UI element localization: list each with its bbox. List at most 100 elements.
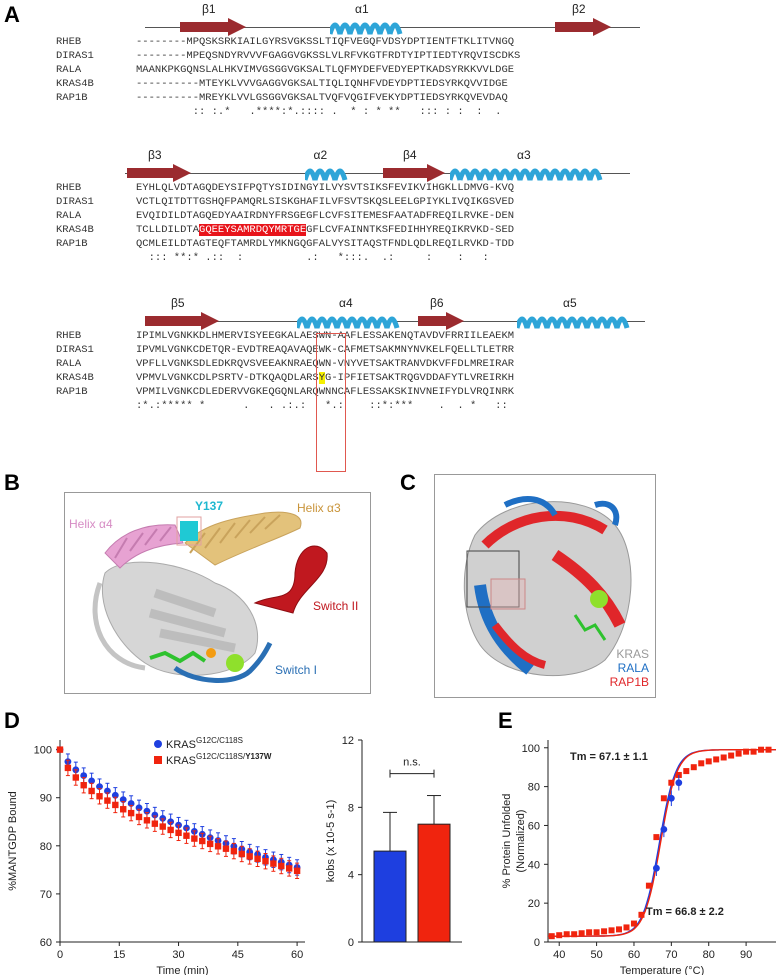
data-point: [285, 865, 293, 872]
data-point: [254, 855, 261, 862]
strand-arrow-icon: [180, 18, 246, 36]
data-point: [667, 794, 675, 802]
significance-label: n.s.: [403, 757, 421, 769]
kobs-bar-chart: 0 4 8 12 kobs (x 10-5 s-1) n.s.: [325, 735, 462, 949]
x-axis-label: Time (min): [156, 965, 208, 975]
protein-name: DIRAS1: [56, 196, 94, 208]
data-point: [660, 795, 667, 802]
data-point: [548, 933, 555, 940]
x-tick-label: 70: [665, 949, 677, 961]
protein-name: RALA: [56, 210, 82, 222]
data-point: [88, 787, 95, 795]
switch2-label: Switch II: [313, 599, 359, 613]
protein-name: DIRAS1: [56, 50, 94, 62]
strand-arrow-icon: [383, 164, 445, 182]
data-point: [199, 837, 206, 845]
ss-label: β4: [403, 148, 417, 162]
data-point: [638, 911, 645, 918]
data-point: [758, 746, 765, 753]
mant-gdp-timecourse-chart: 60 70 80 90 100 0 15 30 45 60 Time (min) %MANTGDP B…: [7, 736, 305, 975]
y-tick-label: 60: [528, 820, 540, 832]
data-point: [750, 748, 757, 755]
ss-label: α2: [313, 148, 328, 162]
data-point: [183, 832, 190, 839]
helix-a4-label: Helix α4: [69, 517, 113, 531]
protein-name: KRAS4B: [56, 78, 94, 90]
y137-label: Y137: [195, 499, 224, 513]
x-tick-label: 15: [113, 949, 125, 961]
x-tick-label: 30: [172, 949, 184, 961]
data-point: [222, 845, 230, 852]
data-point: [88, 777, 96, 785]
y-tick-label: 100: [522, 743, 540, 755]
strand-arrow-icon: [145, 312, 219, 330]
sequence-row: EYHLQLVDTAGQDEYSIFPQTYSIDINGYILVYSVTSIKS…: [136, 182, 515, 194]
ss-label: β6: [430, 296, 444, 310]
y-tick-label: 0: [348, 937, 354, 949]
protein-name: KRAS4B: [56, 372, 94, 384]
y-tick-label: 40: [528, 859, 540, 871]
x-tick-label: 60: [628, 949, 640, 961]
data-point: [191, 835, 198, 842]
ss-label: α4: [339, 296, 353, 310]
tm-annotation-red: Tm = 67.1 ± 1.1: [570, 751, 648, 763]
sequence-row: VPFLLVGNKSDLEDKRQVSVEEAKNRAEQWN-VNYVETSA…: [136, 358, 515, 370]
strand-arrow-icon: [127, 164, 191, 182]
y-tick-label: 60: [40, 937, 52, 949]
x-tick-label: 45: [232, 949, 244, 961]
protein-name: RAP1B: [56, 238, 88, 250]
y-axis-label: % Protein Unfolded: [501, 794, 513, 889]
legend-rala: RALA: [617, 661, 649, 675]
helix-icon: [450, 168, 603, 181]
helix-icon: [305, 168, 348, 181]
data-point: [270, 860, 277, 867]
data-point: [571, 931, 578, 938]
data-point: [578, 930, 585, 937]
tm-annotation-blue: Tm = 66.8 ± 2.2: [646, 906, 724, 918]
data-point: [645, 882, 652, 889]
protein-name: KRAS4B: [56, 224, 94, 236]
y-tick-label: 4: [348, 870, 354, 882]
data-point: [660, 825, 668, 833]
sequence-row: EVQIDILDTAGQEDYAAIRDNYFRSGEGFLCVFSITEMES…: [136, 210, 515, 222]
y137-column-box: [315, 333, 346, 472]
protein-name: RHEB: [56, 182, 82, 194]
panel-label-a: A: [4, 2, 20, 27]
data-point: [159, 823, 166, 830]
y-axis-label: kobs (x 10-5 s-1): [325, 800, 337, 883]
data-point: [616, 926, 623, 933]
ss-track-line: [125, 173, 630, 174]
data-point: [151, 820, 159, 827]
data-point: [728, 752, 735, 759]
data-point: [713, 756, 720, 763]
data-point: [608, 927, 615, 934]
sequence-row: MAANKPKGQNSLALHKVIMVGSGGVGKSALTLQFMYDEFV…: [136, 64, 515, 76]
panel-label-c: C: [400, 470, 416, 495]
ss-label: α5: [563, 296, 577, 310]
y-axis-label-unit: (Normalized): [515, 810, 527, 873]
panel-label-b: B: [4, 470, 20, 495]
ss-label: β2: [572, 2, 586, 16]
sequence-row: QCMLEILDTAGTEQFTAMRDLYMKNGQGFALVYSITAQST…: [136, 238, 515, 250]
x-axis-label: Temperature (°C): [620, 965, 704, 975]
strand-arrow-icon: [418, 312, 464, 330]
legend-marker: [154, 740, 162, 748]
data-point: [683, 768, 690, 775]
consensus-row: :*.:***** * . . .:.: *.: ::*:*** . . * :…: [136, 400, 508, 412]
data-point: [214, 843, 222, 850]
helix-a3-label: Helix α3: [297, 501, 341, 515]
data-point: [104, 797, 111, 804]
y-tick-label: 8: [348, 802, 354, 814]
data-point: [690, 764, 697, 771]
y-tick-label: 0: [534, 937, 540, 949]
data-point: [167, 826, 174, 834]
ss-label: β5: [171, 296, 185, 310]
y-tick-label: 20: [528, 898, 540, 910]
data-point: [705, 758, 712, 765]
x-tick-label: 50: [590, 949, 602, 961]
thermal-melt-chart: 0 20 40 60 80 100 40 50 60 70 80 90 Temperature (°C)…: [501, 740, 776, 975]
data-point: [135, 813, 143, 821]
y-tick-label: 100: [34, 745, 52, 757]
legend-kras: KRAS: [616, 647, 649, 661]
sequence-row: IPVMLVGNKCDETQR-EVDTREAQAVAQEWK-CAFMETSA…: [136, 344, 515, 356]
